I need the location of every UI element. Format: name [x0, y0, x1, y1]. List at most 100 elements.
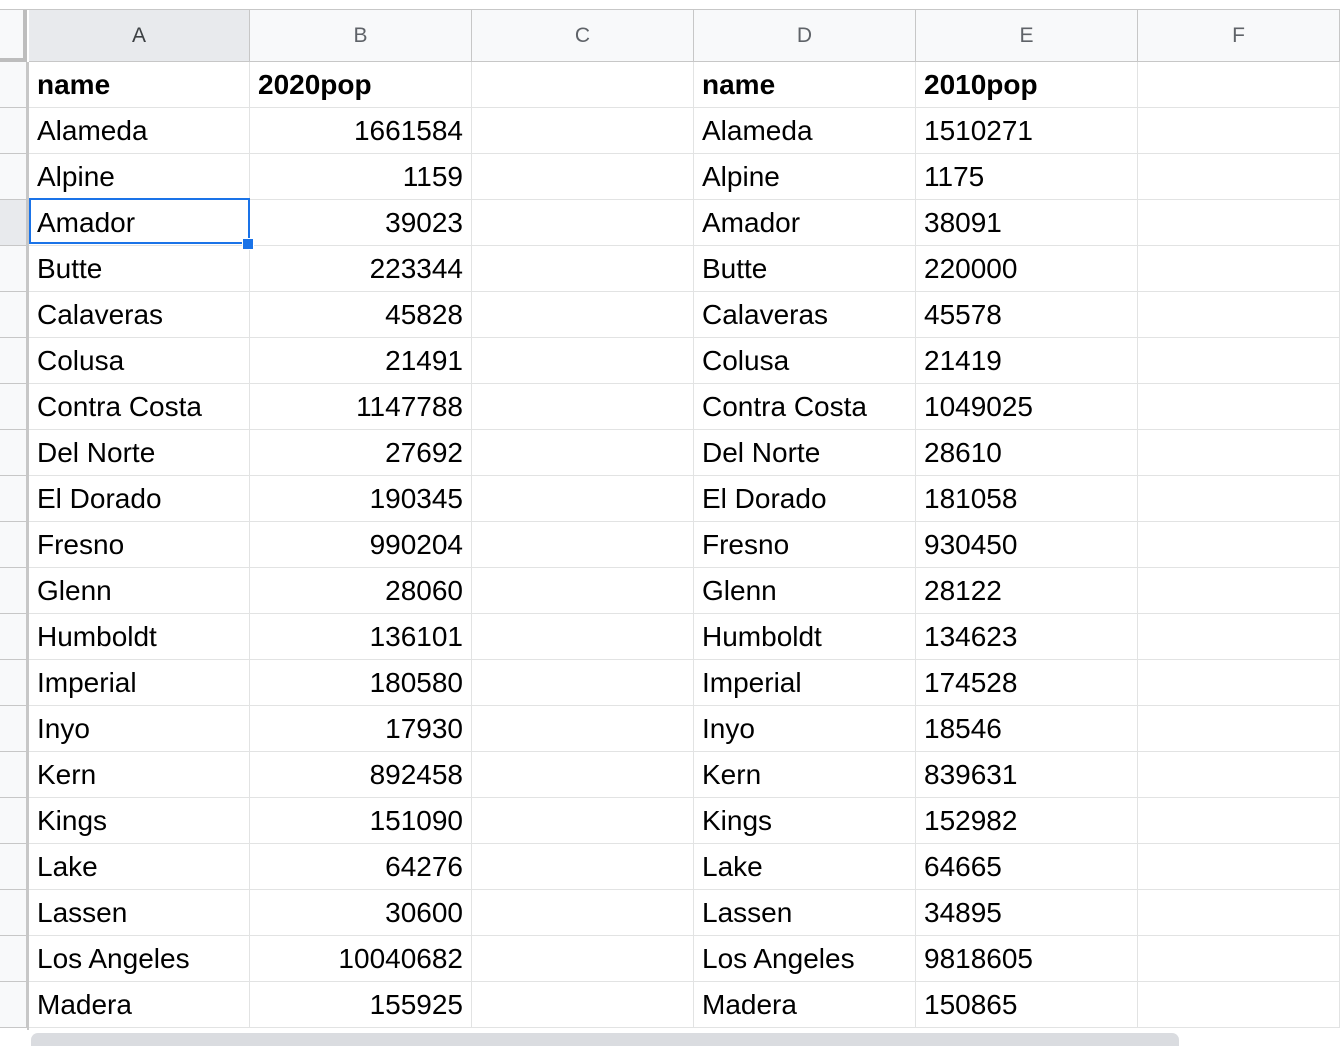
row-header[interactable] — [0, 982, 27, 1028]
table-cell[interactable]: 17930 — [250, 706, 472, 752]
row-header[interactable] — [0, 200, 27, 246]
table-cell[interactable]: 9818605 — [916, 936, 1138, 982]
table-cell[interactable] — [1138, 660, 1340, 706]
table-cell[interactable]: Glenn — [694, 568, 916, 614]
table-cell[interactable]: 152982 — [916, 798, 1138, 844]
table-cell[interactable]: 27692 — [250, 430, 472, 476]
table-cell[interactable] — [1138, 384, 1340, 430]
column-header-e[interactable]: E — [916, 10, 1138, 62]
table-cell[interactable]: Glenn — [29, 568, 250, 614]
row-header[interactable] — [0, 614, 27, 660]
horizontal-scrollbar-thumb[interactable] — [31, 1033, 1179, 1046]
table-cell[interactable]: 930450 — [916, 522, 1138, 568]
table-cell[interactable]: Kings — [29, 798, 250, 844]
table-cell[interactable]: Kern — [694, 752, 916, 798]
table-cell[interactable]: 181058 — [916, 476, 1138, 522]
table-cell[interactable]: Calaveras — [29, 292, 250, 338]
table-cell[interactable]: 21491 — [250, 338, 472, 384]
table-cell[interactable] — [472, 752, 694, 798]
header-cell[interactable]: 2010pop — [916, 62, 1138, 108]
table-cell[interactable]: Colusa — [694, 338, 916, 384]
table-cell[interactable]: 34895 — [916, 890, 1138, 936]
table-cell[interactable] — [1138, 844, 1340, 890]
table-cell[interactable]: Madera — [29, 982, 250, 1028]
column-header-b[interactable]: B — [250, 10, 472, 62]
table-cell[interactable]: Los Angeles — [29, 936, 250, 982]
table-cell[interactable]: 174528 — [916, 660, 1138, 706]
table-cell[interactable] — [472, 246, 694, 292]
table-cell[interactable]: 28060 — [250, 568, 472, 614]
table-cell[interactable]: 1510271 — [916, 108, 1138, 154]
column-header-d[interactable]: D — [694, 10, 916, 62]
column-header-f[interactable]: F — [1138, 10, 1340, 62]
row-header[interactable] — [0, 936, 27, 982]
table-cell[interactable]: Calaveras — [694, 292, 916, 338]
table-cell[interactable]: Kern — [29, 752, 250, 798]
table-cell[interactable]: 150865 — [916, 982, 1138, 1028]
row-header[interactable] — [0, 798, 27, 844]
table-cell[interactable]: Lake — [694, 844, 916, 890]
row-header[interactable] — [0, 338, 27, 384]
row-header[interactable] — [0, 752, 27, 798]
table-cell[interactable]: Lake — [29, 844, 250, 890]
table-cell[interactable] — [1138, 292, 1340, 338]
table-cell[interactable]: Imperial — [694, 660, 916, 706]
table-cell[interactable]: Inyo — [694, 706, 916, 752]
table-cell[interactable] — [1138, 430, 1340, 476]
row-header[interactable] — [0, 246, 27, 292]
table-cell[interactable]: Madera — [694, 982, 916, 1028]
table-cell[interactable]: 1049025 — [916, 384, 1138, 430]
table-cell[interactable] — [1138, 338, 1340, 384]
table-cell[interactable]: 28122 — [916, 568, 1138, 614]
row-header[interactable] — [0, 568, 27, 614]
table-cell[interactable]: 28610 — [916, 430, 1138, 476]
table-cell[interactable]: 180580 — [250, 660, 472, 706]
table-cell[interactable] — [472, 292, 694, 338]
table-cell[interactable]: 155925 — [250, 982, 472, 1028]
row-header[interactable] — [0, 522, 27, 568]
frozen-divider[interactable] — [27, 62, 29, 1032]
table-cell[interactable]: Lassen — [29, 890, 250, 936]
table-cell[interactable]: 892458 — [250, 752, 472, 798]
table-cell[interactable] — [472, 890, 694, 936]
table-cell[interactable]: Imperial — [29, 660, 250, 706]
table-cell[interactable] — [472, 982, 694, 1028]
row-header[interactable] — [0, 660, 27, 706]
table-cell[interactable] — [472, 430, 694, 476]
table-cell[interactable]: 45828 — [250, 292, 472, 338]
table-cell[interactable] — [472, 108, 694, 154]
table-cell[interactable]: 839631 — [916, 752, 1138, 798]
table-cell[interactable]: Contra Costa — [29, 384, 250, 430]
table-cell[interactable]: 39023 — [250, 200, 472, 246]
table-cell[interactable]: 220000 — [916, 246, 1138, 292]
table-cell[interactable]: 190345 — [250, 476, 472, 522]
table-cell[interactable] — [1138, 200, 1340, 246]
header-cell[interactable]: name — [29, 62, 250, 108]
table-cell[interactable]: El Dorado — [29, 476, 250, 522]
table-cell[interactable]: 10040682 — [250, 936, 472, 982]
table-cell[interactable]: 1159 — [250, 154, 472, 200]
table-cell[interactable]: 136101 — [250, 614, 472, 660]
table-cell[interactable] — [472, 706, 694, 752]
table-cell[interactable]: 21419 — [916, 338, 1138, 384]
column-header-c[interactable]: C — [472, 10, 694, 62]
table-cell[interactable]: Alameda — [29, 108, 250, 154]
row-header[interactable] — [0, 292, 27, 338]
table-cell[interactable]: Butte — [694, 246, 916, 292]
table-cell[interactable]: Inyo — [29, 706, 250, 752]
table-cell[interactable]: 30600 — [250, 890, 472, 936]
table-cell[interactable] — [472, 660, 694, 706]
table-cell[interactable] — [472, 798, 694, 844]
table-cell[interactable] — [1138, 936, 1340, 982]
table-cell[interactable]: Butte — [29, 246, 250, 292]
table-cell[interactable]: Lassen — [694, 890, 916, 936]
row-header[interactable] — [0, 890, 27, 936]
table-cell[interactable]: Alpine — [29, 154, 250, 200]
header-cell[interactable] — [472, 62, 694, 108]
header-cell[interactable] — [1138, 62, 1340, 108]
table-cell[interactable]: 1175 — [916, 154, 1138, 200]
table-cell[interactable]: Del Norte — [29, 430, 250, 476]
table-cell[interactable] — [1138, 154, 1340, 200]
table-cell[interactable]: Fresno — [694, 522, 916, 568]
